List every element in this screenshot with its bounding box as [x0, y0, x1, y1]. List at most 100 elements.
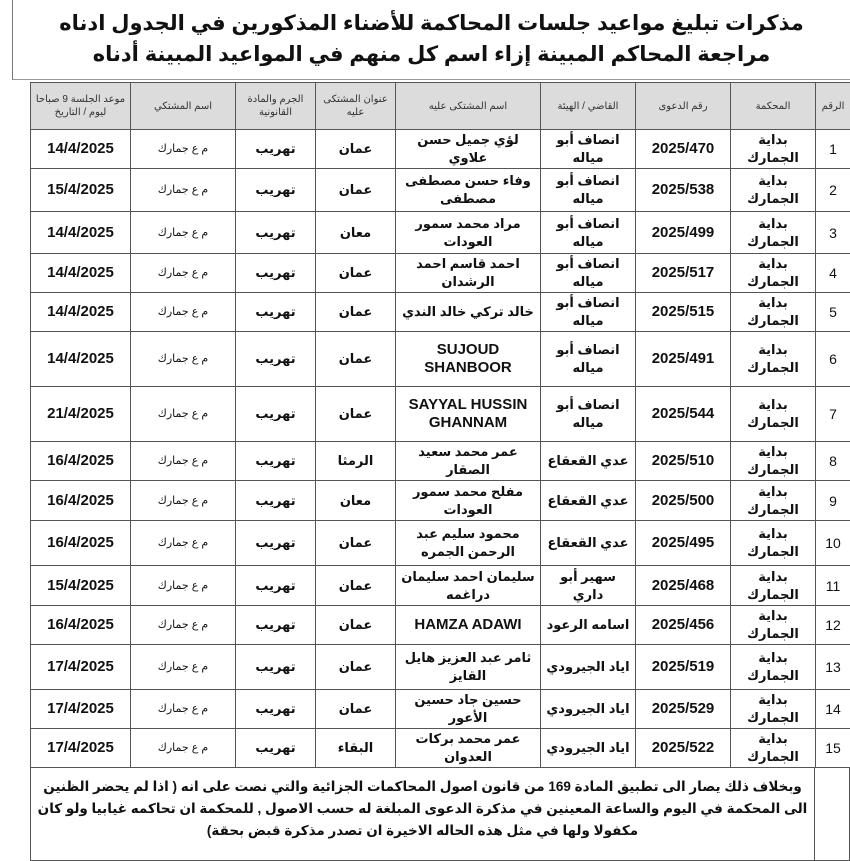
cell-defendant-name: SUJOUD SHANBOOR [396, 332, 541, 387]
cell-defendant-name: خالد تركي خالد الندي [396, 293, 541, 332]
cell-hearing-date: 17/4/2025 [31, 729, 131, 768]
cell-defendant-name: عمر محمد سعيد الصقار [396, 442, 541, 481]
cell-crime: تهريب [236, 606, 316, 645]
cell-address: عمان [316, 130, 396, 169]
cell-hearing-date: 14/4/2025 [31, 130, 131, 169]
cell-hearing-date: 14/4/2025 [31, 332, 131, 387]
cell-case-number: 2025/544 [636, 387, 731, 442]
cell-judge: عدي القعقاع [541, 521, 636, 566]
hearings-table: الرقم المحكمة رقم الدعوى القاضي / الهيئة… [30, 82, 850, 768]
cell-court: بداية الجمارك [731, 169, 816, 212]
cell-address: عمان [316, 606, 396, 645]
cell-num: 7 [816, 387, 850, 442]
cell-case-number: 2025/538 [636, 169, 731, 212]
cell-court: بداية الجمارك [731, 645, 816, 690]
cell-hearing-date: 17/4/2025 [31, 690, 131, 729]
cell-complainant: م ع جمارك [131, 690, 236, 729]
cell-crime: تهريب [236, 387, 316, 442]
cell-court: بداية الجمارك [731, 606, 816, 645]
cell-judge: عدي القعقاع [541, 442, 636, 481]
cell-judge: اياد الجيرودي [541, 690, 636, 729]
cell-judge: انصاف أبو مياله [541, 130, 636, 169]
header-case-number: رقم الدعوى [636, 83, 731, 130]
cell-crime: تهريب [236, 442, 316, 481]
cell-crime: تهريب [236, 645, 316, 690]
header-defendant-address: عنوان المشتكى عليه [316, 83, 396, 130]
cell-defendant-name: مراد محمد سمور العودات [396, 212, 541, 254]
cell-num: 9 [816, 481, 850, 521]
cell-address: عمان [316, 293, 396, 332]
cell-court: بداية الجمارك [731, 729, 816, 768]
cell-complainant: م ع جمارك [131, 387, 236, 442]
cell-complainant: م ع جمارك [131, 212, 236, 254]
table-header-row: الرقم المحكمة رقم الدعوى القاضي / الهيئة… [31, 83, 850, 130]
cell-case-number: 2025/529 [636, 690, 731, 729]
header-defendant-name: اسم المشتكى عليه [396, 83, 541, 130]
cell-hearing-date: 21/4/2025 [31, 387, 131, 442]
cell-crime: تهريب [236, 521, 316, 566]
cell-hearing-date: 15/4/2025 [31, 566, 131, 606]
header-hearing-date: موعد الجلسة 9 صباحا ليوم / التاريخ [31, 83, 131, 130]
cell-case-number: 2025/495 [636, 521, 731, 566]
cell-hearing-date: 16/4/2025 [31, 521, 131, 566]
cell-complainant: م ع جمارك [131, 729, 236, 768]
cell-case-number: 2025/500 [636, 481, 731, 521]
cell-crime: تهريب [236, 254, 316, 293]
cell-num: 12 [816, 606, 850, 645]
cell-crime: تهريب [236, 130, 316, 169]
cell-num: 14 [816, 690, 850, 729]
cell-judge: اياد الجيرودي [541, 729, 636, 768]
cell-crime: تهريب [236, 212, 316, 254]
header-judge: القاضي / الهيئة [541, 83, 636, 130]
cell-defendant-name: سليمان احمد سليمان دراغمه [396, 566, 541, 606]
cell-address: معان [316, 212, 396, 254]
cell-address: عمان [316, 566, 396, 606]
cell-num: 1 [816, 130, 850, 169]
header-complainant: اسم المشتكي [131, 83, 236, 130]
cell-defendant-name: HAMZA ADAWI [396, 606, 541, 645]
cell-hearing-date: 14/4/2025 [31, 254, 131, 293]
cell-case-number: 2025/517 [636, 254, 731, 293]
cell-num: 11 [816, 566, 850, 606]
cell-hearing-date: 14/4/2025 [31, 212, 131, 254]
cell-defendant-name: محمود سليم عبد الرحمن الجمره [396, 521, 541, 566]
cell-judge: انصاف أبو مياله [541, 169, 636, 212]
cell-crime: تهريب [236, 293, 316, 332]
cell-complainant: م ع جمارك [131, 566, 236, 606]
cell-address: عمان [316, 387, 396, 442]
cell-crime: تهريب [236, 481, 316, 521]
cell-crime: تهريب [236, 729, 316, 768]
cell-hearing-date: 16/4/2025 [31, 481, 131, 521]
cell-court: بداية الجمارك [731, 521, 816, 566]
cell-hearing-date: 16/4/2025 [31, 442, 131, 481]
cell-num: 10 [816, 521, 850, 566]
cell-case-number: 2025/470 [636, 130, 731, 169]
cell-complainant: م ع جمارك [131, 254, 236, 293]
content: الرقم المحكمة رقم الدعوى القاضي / الهيئة… [30, 82, 850, 861]
cell-court: بداية الجمارك [731, 332, 816, 387]
legal-notice: وبخلاف ذلك يصار الى تطبيق المادة 169 من … [30, 768, 815, 861]
cell-judge: عدي القعقاع [541, 481, 636, 521]
cell-court: بداية الجمارك [731, 566, 816, 606]
cell-case-number: 2025/510 [636, 442, 731, 481]
header-court: المحكمة [731, 83, 816, 130]
cell-court: بداية الجمارك [731, 690, 816, 729]
title-box: مذكرات تبليغ مواعيد جلسات المحاكمة للأضن… [12, 0, 850, 80]
cell-address: عمان [316, 169, 396, 212]
cell-num: 2 [816, 169, 850, 212]
cell-num: 13 [816, 645, 850, 690]
cell-crime: تهريب [236, 169, 316, 212]
cell-defendant-name: عمر محمد بركات العدوان [396, 729, 541, 768]
cell-address: عمان [316, 254, 396, 293]
cell-judge: اياد الجيرودي [541, 645, 636, 690]
cell-defendant-name: احمد قاسم احمد الرشدان [396, 254, 541, 293]
cell-crime: تهريب [236, 332, 316, 387]
cell-num: 8 [816, 442, 850, 481]
cell-court: بداية الجمارك [731, 481, 816, 521]
cell-num: 15 [816, 729, 850, 768]
